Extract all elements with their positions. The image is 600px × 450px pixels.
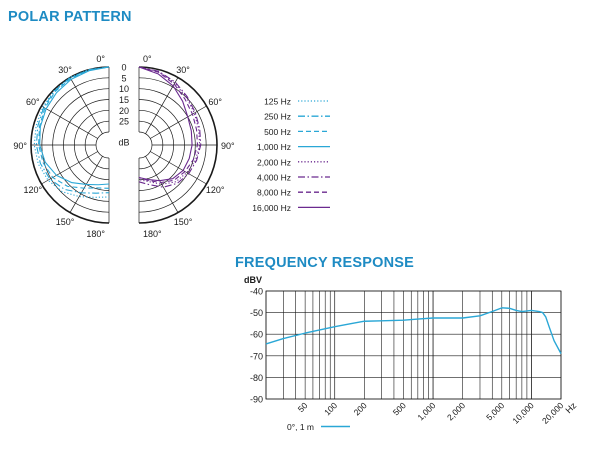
angle-label: 180°: [86, 229, 105, 239]
angle-label: 150°: [56, 217, 75, 227]
polar-unit-label: dB: [118, 138, 129, 148]
y-tick-label: -90: [250, 395, 263, 405]
polar-series-line: [138, 66, 199, 184]
legend-label: 8,000 Hz: [257, 188, 291, 198]
ring-label: 15: [119, 95, 129, 105]
y-tick-label: -40: [250, 287, 263, 297]
angle-label: 120°: [23, 185, 42, 195]
angle-label: 90°: [13, 141, 27, 151]
polar-spoke: [41, 151, 98, 185]
x-tick-label: 500: [391, 400, 408, 417]
y-tick-label: -70: [250, 351, 263, 361]
polar-ring: [95, 131, 110, 159]
angle-label: 0°: [143, 54, 152, 64]
angle-label: 90°: [221, 141, 235, 151]
angle-label: 0°: [96, 54, 105, 64]
legend-label: 1,000 Hz: [257, 142, 291, 152]
x-tick-label: 50: [296, 400, 310, 414]
legend-label: 16,000 Hz: [252, 203, 291, 213]
y-tick-label: -80: [250, 373, 263, 383]
polar-right-half: 0° 30° 60° 90° 120° 150° 180°: [138, 54, 235, 239]
polar-spoke: [145, 156, 179, 213]
polar-series-line: [35, 66, 110, 194]
legend-label: 4,000 Hz: [257, 173, 291, 183]
polar-series-line: [39, 66, 110, 186]
polar-series-line: [138, 66, 202, 188]
polar-spoke: [69, 77, 103, 134]
x-tick-label: 2,000: [445, 400, 467, 422]
polar-spoke: [150, 105, 207, 139]
polar-legend: 125 Hz 250 Hz 500 Hz 1,000 Hz 2,000 Hz 4,000 …: [252, 97, 330, 213]
legend-label: 2,000 Hz: [257, 157, 291, 167]
ring-label: 10: [119, 84, 129, 94]
polar-pattern-title: POLAR PATTERN: [8, 9, 132, 25]
y-tick-label: -60: [250, 330, 263, 340]
legend-label: 250 Hz: [264, 112, 291, 122]
ring-label: 25: [119, 117, 129, 127]
fr-series-line: [265, 307, 562, 354]
polar-spoke: [150, 151, 207, 185]
x-tick-label: 1,000: [415, 400, 437, 422]
x-tick-label: 20,000: [540, 400, 566, 426]
y-tick-label: -50: [250, 308, 263, 318]
angle-label: 120°: [206, 185, 225, 195]
ring-label: 5: [121, 73, 126, 83]
angle-label: 60°: [208, 97, 222, 107]
fr-frame: [265, 290, 562, 400]
frequency-response-chart: -40 -50 -60 -70 -80 -90 dBV Hz 50 100 200 500 1,000 2…: [244, 275, 579, 432]
angle-label: 180°: [143, 229, 162, 239]
x-tick-label: 200: [352, 400, 369, 417]
fr-legend-label: 0°, 1 m: [287, 422, 314, 432]
x-tick-label: 5,000: [484, 400, 506, 422]
angle-label: 60°: [26, 97, 40, 107]
polar-series-line: [38, 66, 110, 189]
polar-ring: [138, 131, 153, 159]
frequency-response-title: FREQUENCY RESPONSE: [235, 255, 414, 271]
y-axis-label: dBV: [244, 275, 262, 285]
angle-label: 150°: [174, 217, 193, 227]
x-axis-label: Hz: [563, 400, 578, 415]
angle-label: 30°: [58, 65, 72, 75]
angle-label: 30°: [176, 65, 190, 75]
ring-label: 0: [121, 63, 126, 73]
x-tick-label: 10,000: [510, 400, 536, 426]
ring-label: 20: [119, 106, 129, 116]
legend-label: 500 Hz: [264, 127, 291, 137]
x-tick-label: 100: [322, 400, 339, 417]
polar-spoke: [41, 105, 98, 139]
polar-series-line: [138, 66, 193, 182]
legend-label: 125 Hz: [264, 97, 291, 107]
polar-spoke: [145, 77, 179, 134]
